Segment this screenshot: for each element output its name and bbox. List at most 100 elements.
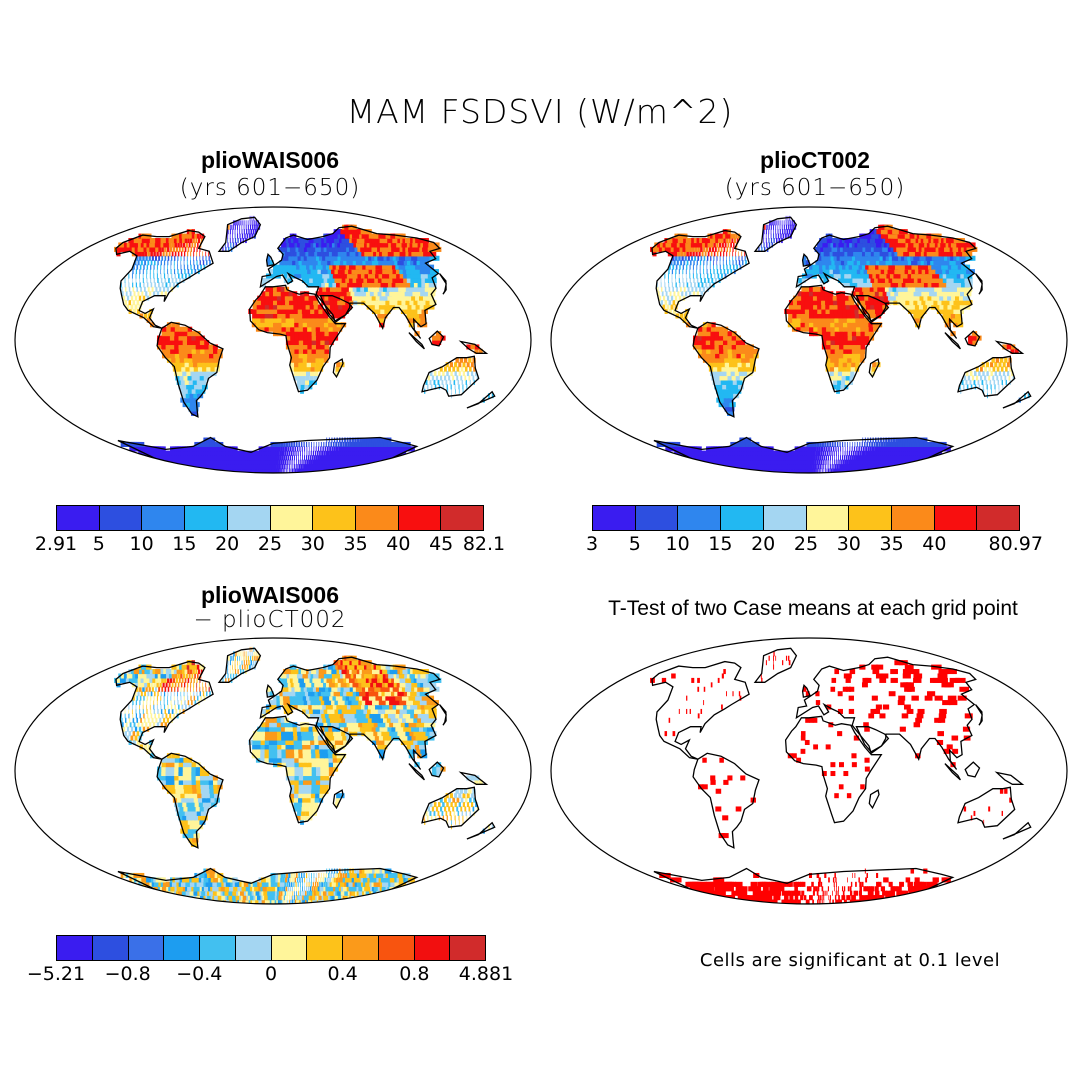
grid-cell <box>302 348 308 354</box>
grid-cell <box>657 286 659 292</box>
grid-cell <box>851 446 853 452</box>
grid-cell <box>850 366 855 372</box>
grid-cell <box>890 441 894 447</box>
grid-cell <box>273 459 276 465</box>
grid-cell <box>204 348 210 354</box>
grid-cell <box>839 246 845 252</box>
grid-cell <box>860 353 865 359</box>
grid-cell <box>812 286 818 292</box>
grid-cell <box>292 295 298 301</box>
grid-cell <box>298 313 304 319</box>
grid-cell <box>360 273 368 279</box>
grid-cell <box>845 455 848 461</box>
grid-cell <box>844 450 846 456</box>
grid-cell <box>835 242 841 248</box>
grid-cell <box>149 291 152 297</box>
grid-cell <box>299 242 305 248</box>
grid-cell <box>791 459 796 465</box>
grid-cell <box>707 238 711 244</box>
grid-cell <box>715 238 719 244</box>
grid-cell <box>304 450 306 456</box>
grid-cell <box>246 229 248 235</box>
grid-cell <box>328 340 334 346</box>
grid-cell <box>206 366 212 372</box>
grid-cell <box>872 362 877 368</box>
grid-cell <box>703 264 704 270</box>
grid-cell <box>293 238 298 244</box>
grid-cell <box>747 371 753 377</box>
grid-cell <box>268 455 272 461</box>
grid-cell <box>851 335 857 341</box>
grid-cell <box>192 406 199 412</box>
grid-cell <box>913 437 917 443</box>
grid-cell <box>899 441 904 447</box>
grid-cell <box>845 255 852 261</box>
grid-cell <box>834 331 840 337</box>
grid-cell <box>667 273 669 279</box>
grid-cell <box>710 340 716 346</box>
grid-cell <box>813 455 816 461</box>
grid-cell <box>203 375 210 381</box>
grid-cell <box>885 437 888 443</box>
grid-cell <box>660 282 662 288</box>
grid-cell <box>288 459 290 465</box>
grid-cell <box>716 468 729 473</box>
grid-cell <box>290 441 293 447</box>
grid-cell <box>328 295 334 301</box>
grid-cell <box>825 468 826 473</box>
grid-cell <box>716 242 719 248</box>
grid-cell <box>798 464 802 470</box>
grid-cell <box>194 242 196 248</box>
grid-cell <box>714 331 720 337</box>
grid-cell <box>861 273 868 279</box>
grid-cell <box>724 468 736 473</box>
grid-cell <box>121 242 127 248</box>
grid-cell <box>332 282 339 288</box>
grid-cell <box>849 300 855 306</box>
grid-cell <box>678 273 680 279</box>
grid-cell <box>313 304 319 310</box>
grid-cell <box>766 224 768 230</box>
grid-cell <box>782 233 785 239</box>
grid-cell <box>352 277 359 283</box>
grid-cell <box>962 384 965 390</box>
grid-cell <box>701 251 704 257</box>
grid-cell <box>676 260 679 266</box>
grid-cell <box>119 246 125 252</box>
grid-cell <box>239 229 241 235</box>
grid-cell <box>304 295 310 301</box>
grid-cell <box>905 300 912 306</box>
grid-cell <box>914 317 920 323</box>
grid-cell <box>931 282 939 288</box>
grid-cell <box>953 286 961 292</box>
grid-cell <box>886 273 893 279</box>
grid-cell <box>260 313 266 319</box>
grid-cell <box>340 468 347 473</box>
grid-cell <box>827 468 830 473</box>
grid-cell <box>1005 366 1008 372</box>
grid-cell <box>830 459 831 465</box>
grid-cell <box>144 286 146 292</box>
grid-cell <box>311 251 317 257</box>
grid-cell <box>158 282 160 288</box>
grid-cell <box>283 455 286 461</box>
grid-cell <box>679 242 684 248</box>
grid-cell <box>898 229 908 235</box>
grid-cell <box>253 215 255 221</box>
grid-cell <box>1012 375 1015 381</box>
grid-cell <box>792 455 797 461</box>
grid-cell <box>711 322 716 328</box>
grid-cell <box>360 446 365 452</box>
grid-cell <box>876 441 879 447</box>
grid-cell <box>165 344 171 350</box>
grid-cell <box>173 238 178 244</box>
grid-cell <box>721 242 724 248</box>
grid-cell <box>885 264 892 270</box>
grid-cell <box>986 371 989 377</box>
grid-cell <box>147 260 150 266</box>
grid-cell <box>315 459 319 465</box>
grid-cell <box>830 340 836 346</box>
grid-cell <box>863 317 869 323</box>
grid-cell <box>675 273 676 279</box>
grid-cell <box>873 300 879 306</box>
